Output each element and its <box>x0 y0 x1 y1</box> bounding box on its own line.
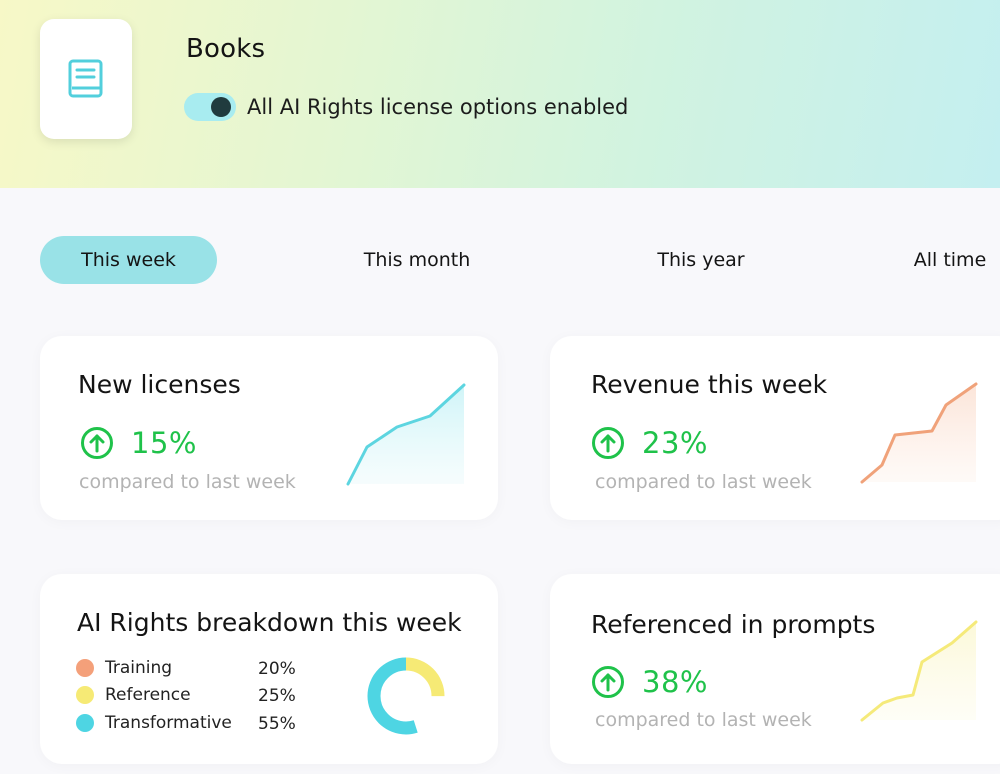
arrow-up-circle-icon <box>81 427 113 459</box>
tab-this-month[interactable]: This month <box>363 249 471 271</box>
donut-chart <box>367 657 445 735</box>
tab-this-year[interactable]: This year <box>657 249 745 271</box>
legend-percent: 55% <box>258 714 296 734</box>
legend-item-reference: Reference <box>76 685 191 705</box>
card-title: AI Rights breakdown this week <box>77 608 462 637</box>
percent-change: 15% <box>131 426 197 460</box>
legend-dot <box>76 659 94 677</box>
card-ai-rights-breakdown: AI Rights breakdown this week Training 2… <box>40 574 498 764</box>
card-title: Revenue this week <box>591 370 828 399</box>
legend-label: Reference <box>105 685 191 705</box>
toggle-knob <box>211 97 231 117</box>
percent-change: 38% <box>642 665 708 699</box>
card-revenue: Revenue this week 23% compared to last w… <box>550 336 1000 520</box>
book-tile <box>40 19 132 139</box>
card-title: Referenced in prompts <box>591 610 876 639</box>
legend-item-transformative: Transformative <box>76 713 232 733</box>
legend-item-training: Training <box>76 658 172 678</box>
percent-change: 23% <box>642 426 708 460</box>
header-banner: Books All AI Rights license options enab… <box>0 0 1000 188</box>
legend-label: Training <box>105 658 173 678</box>
toggle-label: All AI Rights license options enabled <box>247 95 629 119</box>
arrow-up-circle-icon <box>592 666 624 698</box>
metric-row: 15% <box>80 426 197 460</box>
legend-label: Transformative <box>105 713 232 733</box>
page-title: Books <box>186 34 266 64</box>
sparkline-revenue <box>860 382 978 484</box>
comparison-text: compared to last week <box>595 709 812 731</box>
donut-segment-reference <box>367 657 445 735</box>
comparison-text: compared to last week <box>79 471 296 493</box>
tab-this-week[interactable]: This week <box>40 236 217 284</box>
card-title: New licenses <box>78 370 241 399</box>
metric-row: 38% <box>591 665 708 699</box>
ai-rights-toggle[interactable] <box>184 93 236 121</box>
sparkline-new-licenses <box>346 383 466 486</box>
legend-dot <box>76 686 94 704</box>
arrow-up-circle-icon <box>592 427 624 459</box>
legend-percent: 25% <box>258 686 296 706</box>
sparkline-referenced <box>860 620 978 722</box>
card-referenced-in-prompts: Referenced in prompts 38% compared to la… <box>550 574 1000 764</box>
legend-dot <box>76 714 94 732</box>
book-icon <box>68 59 103 98</box>
card-new-licenses: New licenses 15% compared to last week <box>40 336 498 520</box>
comparison-text: compared to last week <box>595 471 812 493</box>
tab-all-time[interactable]: All time <box>913 249 987 271</box>
metric-row: 23% <box>591 426 708 460</box>
legend-percent: 20% <box>258 659 296 679</box>
